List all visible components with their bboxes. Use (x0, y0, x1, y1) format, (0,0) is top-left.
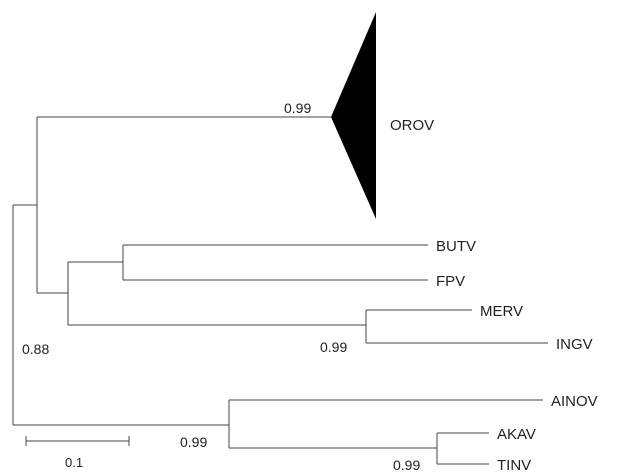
ainov-label: AINOV (551, 393, 598, 410)
merv-ingv-support-value: 0.99 (320, 339, 347, 355)
akav-label: AKAV (497, 426, 536, 443)
orov-label: OROV (390, 117, 434, 134)
merv-label: MERV (480, 303, 523, 320)
orov-support-value: 0.99 (284, 100, 311, 116)
node-0-88-support-value: 0.88 (22, 341, 49, 357)
butv-label: BUTV (436, 238, 476, 255)
fpv-label: FPV (436, 273, 465, 290)
ingv-label: INGV (556, 336, 593, 353)
orov-collapsed-clade-triangle (331, 12, 376, 219)
scale-bar-label: 0.1 (65, 455, 83, 470)
akav-tinv-support-value: 0.99 (393, 457, 420, 473)
scale-bar: 0.1 (25, 436, 130, 470)
lower-clade-support-value: 0.99 (180, 434, 207, 450)
tinv-label: TINV (497, 457, 531, 474)
